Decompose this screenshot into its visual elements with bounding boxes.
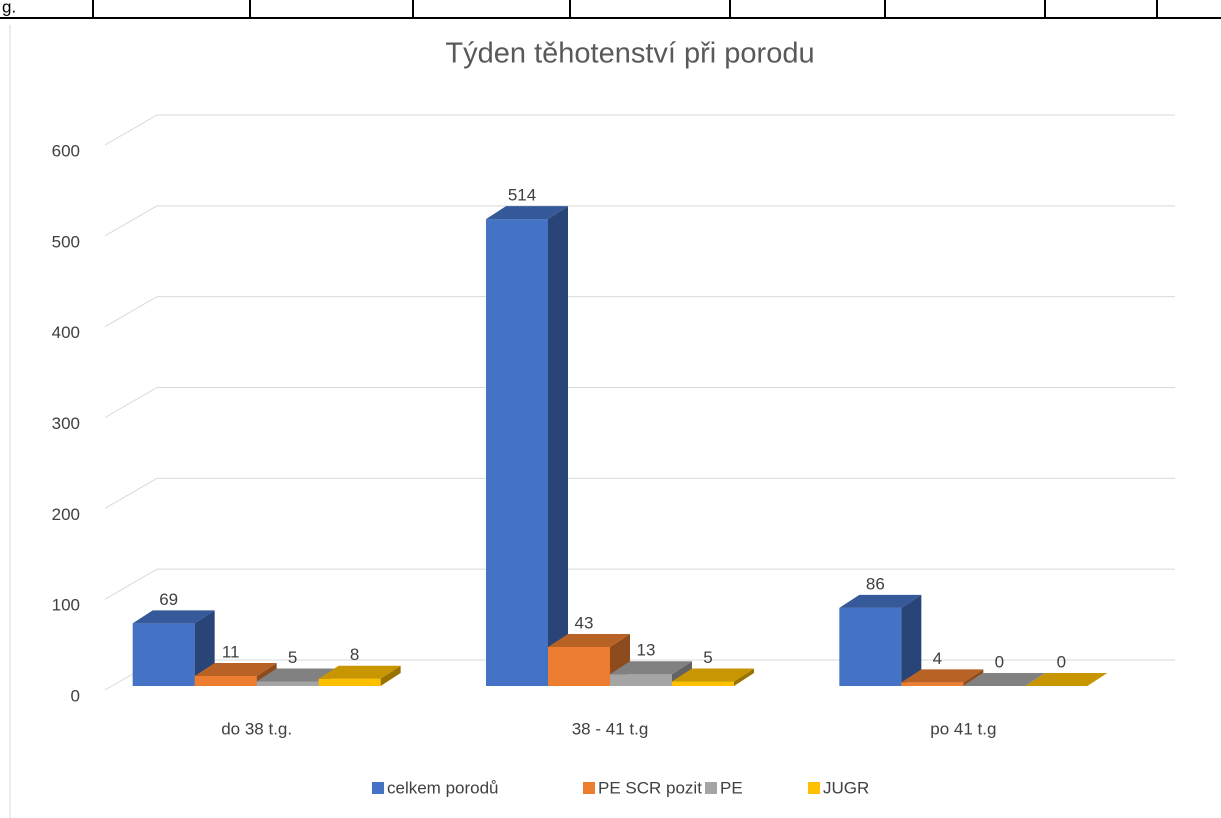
grid-line-side bbox=[104, 477, 158, 509]
bar-side bbox=[380, 665, 401, 686]
y-tick-label: 200 bbox=[52, 505, 80, 524]
x-tick-label: po 41 t.g bbox=[930, 719, 996, 738]
bar-side bbox=[734, 668, 754, 686]
y-tick-label: 100 bbox=[52, 596, 80, 615]
bar-top bbox=[963, 673, 1046, 686]
y-tick-label: 500 bbox=[52, 232, 80, 251]
legend-swatch bbox=[372, 782, 384, 794]
bar-top bbox=[132, 610, 215, 624]
bar-side bbox=[963, 669, 984, 686]
bar-front bbox=[132, 623, 195, 686]
data-label: 43 bbox=[575, 613, 594, 632]
x-tick-label: 38 - 41 t.g bbox=[572, 719, 649, 738]
legend-label: celkem porodů bbox=[387, 778, 499, 797]
legend-label: PE bbox=[720, 778, 743, 797]
bar bbox=[132, 610, 215, 686]
data-label: 0 bbox=[995, 652, 1004, 671]
bar-side bbox=[901, 594, 922, 686]
bar-front bbox=[672, 681, 734, 686]
table-cells bbox=[92, 0, 1158, 18]
bar-top bbox=[318, 665, 401, 679]
bar-top bbox=[256, 668, 339, 682]
bar-top bbox=[839, 594, 922, 608]
grid-line-side bbox=[104, 114, 158, 146]
grid-line-side bbox=[104, 296, 158, 328]
bar-front bbox=[486, 219, 548, 686]
bar-top bbox=[486, 206, 568, 220]
y-tick-label: 300 bbox=[52, 414, 80, 433]
y-tick-label: 600 bbox=[52, 141, 80, 160]
bar bbox=[318, 665, 401, 686]
data-label: 86 bbox=[866, 574, 885, 593]
legend-label: JUGR bbox=[823, 778, 869, 797]
bar-top bbox=[1025, 673, 1108, 686]
bar-top bbox=[548, 633, 630, 647]
bar-side bbox=[548, 206, 568, 686]
y-tick-label: 0 bbox=[71, 686, 80, 705]
legend-swatch bbox=[808, 782, 820, 794]
data-label: 5 bbox=[288, 648, 297, 667]
data-label: 0 bbox=[1057, 652, 1066, 671]
bar-front bbox=[901, 682, 964, 686]
data-label: 4 bbox=[933, 649, 942, 668]
data-label: 514 bbox=[508, 186, 536, 205]
bar bbox=[486, 206, 568, 686]
bar bbox=[901, 669, 984, 686]
table-text: g. bbox=[2, 0, 16, 16]
bar-top bbox=[194, 663, 277, 677]
bar-front bbox=[548, 646, 610, 686]
data-label: 8 bbox=[350, 645, 359, 664]
data-label: 11 bbox=[222, 642, 240, 661]
bar-top bbox=[610, 661, 692, 675]
legend-swatch bbox=[583, 782, 595, 794]
x-tick-label: do 38 t.g. bbox=[221, 719, 292, 738]
data-label: 13 bbox=[637, 641, 656, 660]
bar-top bbox=[901, 669, 984, 683]
bar bbox=[672, 668, 754, 686]
bar bbox=[963, 673, 1046, 686]
grid-line-side bbox=[104, 205, 158, 237]
y-tick-label: 400 bbox=[52, 323, 80, 342]
bar-front bbox=[256, 681, 319, 686]
legend-label: PE SCR pozit bbox=[598, 778, 702, 797]
bar bbox=[839, 594, 922, 686]
bar-front bbox=[194, 676, 257, 686]
data-label: 69 bbox=[159, 590, 178, 609]
legend-swatch bbox=[705, 782, 717, 794]
bar-front bbox=[839, 607, 902, 686]
bar-top bbox=[672, 668, 754, 682]
bar bbox=[1025, 673, 1108, 686]
data-label: 5 bbox=[703, 648, 712, 667]
bar-front bbox=[610, 674, 672, 686]
bar-front bbox=[318, 678, 381, 686]
chart-title: Týden těhotenství při porodu bbox=[445, 38, 814, 70]
grid-line-side bbox=[104, 387, 158, 418]
grid-line-side bbox=[104, 568, 158, 600]
